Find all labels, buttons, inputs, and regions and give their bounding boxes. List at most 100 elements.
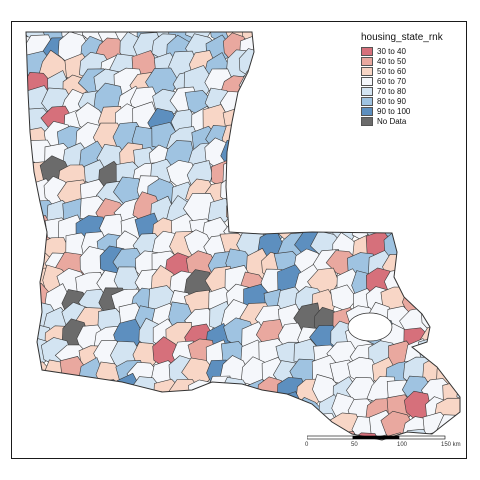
parish-zone[interactable] xyxy=(239,103,268,134)
parish-zone[interactable] xyxy=(58,394,87,423)
parish-zone[interactable] xyxy=(26,378,51,405)
parish-zone[interactable] xyxy=(278,22,307,47)
parish-zone[interactable] xyxy=(458,179,468,207)
parish-zone[interactable] xyxy=(348,449,380,460)
parish-zone[interactable] xyxy=(289,411,326,438)
parish-zone[interactable] xyxy=(294,85,327,117)
parish-zone[interactable] xyxy=(79,392,111,420)
parish-zone[interactable] xyxy=(278,36,306,63)
parish-zone[interactable] xyxy=(420,285,447,315)
parish-zone[interactable] xyxy=(419,268,449,296)
parish-zone[interactable] xyxy=(261,65,288,99)
parish-zone[interactable] xyxy=(257,105,285,134)
parish-zone[interactable] xyxy=(296,75,329,102)
parish-zone[interactable] xyxy=(258,431,290,460)
parish-zone[interactable] xyxy=(441,107,468,138)
parish-zone[interactable] xyxy=(275,179,305,209)
parish-zone[interactable] xyxy=(383,201,411,230)
parish-zone[interactable] xyxy=(222,430,250,460)
parish-zone[interactable] xyxy=(165,452,197,460)
parish-zone[interactable] xyxy=(82,432,113,458)
parish-zone[interactable] xyxy=(457,248,468,282)
parish-zone[interactable] xyxy=(295,161,323,193)
parish-zone[interactable] xyxy=(111,413,143,441)
parish-zone[interactable] xyxy=(166,431,199,459)
parish-zone[interactable] xyxy=(254,22,289,50)
parish-zone[interactable] xyxy=(364,197,393,224)
parish-zone[interactable] xyxy=(442,37,468,65)
parish-zone[interactable] xyxy=(299,52,325,81)
parish-zone[interactable] xyxy=(95,450,123,460)
parish-zone[interactable] xyxy=(255,175,285,206)
parish-zone[interactable] xyxy=(42,447,74,460)
parish-zone[interactable] xyxy=(400,126,429,150)
parish-zone[interactable] xyxy=(132,429,159,460)
parish-zone[interactable] xyxy=(95,379,128,407)
parish-zone[interactable] xyxy=(437,195,468,225)
parish-zone[interactable] xyxy=(26,431,53,460)
parish-zone[interactable] xyxy=(345,164,376,194)
parish-zone[interactable] xyxy=(457,103,468,135)
parish-zone[interactable] xyxy=(461,39,468,62)
parish-zone[interactable] xyxy=(63,448,89,460)
parish-zone[interactable] xyxy=(363,159,395,189)
parish-zone[interactable] xyxy=(402,175,430,207)
parish-zone[interactable] xyxy=(276,433,308,460)
parish-zone[interactable] xyxy=(62,378,90,410)
parish-zone[interactable] xyxy=(312,108,345,137)
parish-zone[interactable] xyxy=(314,71,342,99)
parish-zone[interactable] xyxy=(263,146,292,173)
parish-zone[interactable] xyxy=(457,196,468,224)
parish-zone[interactable] xyxy=(404,252,433,280)
parish-zone[interactable] xyxy=(416,193,449,222)
parish-zone[interactable] xyxy=(119,392,147,426)
parish-zone[interactable] xyxy=(45,413,73,443)
parish-zone[interactable] xyxy=(203,395,233,425)
parish-zone[interactable] xyxy=(350,123,376,156)
parish-zone[interactable] xyxy=(221,450,249,460)
parish-zone[interactable] xyxy=(259,413,291,439)
parish-zone[interactable] xyxy=(12,303,40,334)
parish-zone[interactable] xyxy=(403,234,433,265)
parish-zone[interactable] xyxy=(12,178,40,205)
parish-zone[interactable] xyxy=(12,376,35,405)
parish-zone[interactable] xyxy=(418,234,450,264)
parish-zone[interactable] xyxy=(240,160,271,191)
parish-zone[interactable] xyxy=(182,411,214,439)
parish-zone[interactable] xyxy=(310,88,342,117)
parish-zone[interactable] xyxy=(454,412,468,439)
parish-zone[interactable] xyxy=(330,103,358,133)
parish-zone[interactable] xyxy=(272,125,303,152)
parish-zone[interactable] xyxy=(400,139,433,172)
parish-zone[interactable] xyxy=(310,196,344,222)
parish-zone[interactable] xyxy=(422,448,454,461)
parish-zone[interactable] xyxy=(295,196,327,226)
parish-zone[interactable] xyxy=(453,233,468,264)
parish-zone[interactable] xyxy=(261,57,292,86)
parish-zone[interactable] xyxy=(93,410,124,442)
parish-zone[interactable] xyxy=(453,141,468,174)
parish-zone[interactable] xyxy=(458,22,468,42)
parish-zone[interactable] xyxy=(434,338,466,367)
parish-zone[interactable] xyxy=(365,122,397,155)
parish-zone[interactable] xyxy=(440,22,466,43)
parish-zone[interactable] xyxy=(454,214,468,245)
parish-zone[interactable] xyxy=(314,141,340,170)
parish-zone[interactable] xyxy=(436,178,465,211)
parish-zone[interactable] xyxy=(350,179,379,207)
parish-zone[interactable] xyxy=(95,432,126,460)
parish-zone[interactable] xyxy=(59,427,93,455)
parish-zone[interactable] xyxy=(386,451,418,461)
parish-zone[interactable] xyxy=(437,233,468,261)
parish-zone[interactable] xyxy=(255,447,285,460)
parish-zone[interactable] xyxy=(384,125,411,157)
parish-zone[interactable] xyxy=(12,357,37,390)
parish-zone[interactable] xyxy=(275,53,309,82)
parish-zone[interactable] xyxy=(279,196,309,227)
parish-zone[interactable] xyxy=(201,431,234,460)
parish-zone[interactable] xyxy=(332,55,364,84)
parish-zone[interactable] xyxy=(61,410,88,443)
parish-zone[interactable] xyxy=(279,86,309,118)
parish-zone[interactable] xyxy=(310,50,340,81)
parish-zone[interactable] xyxy=(438,141,467,172)
